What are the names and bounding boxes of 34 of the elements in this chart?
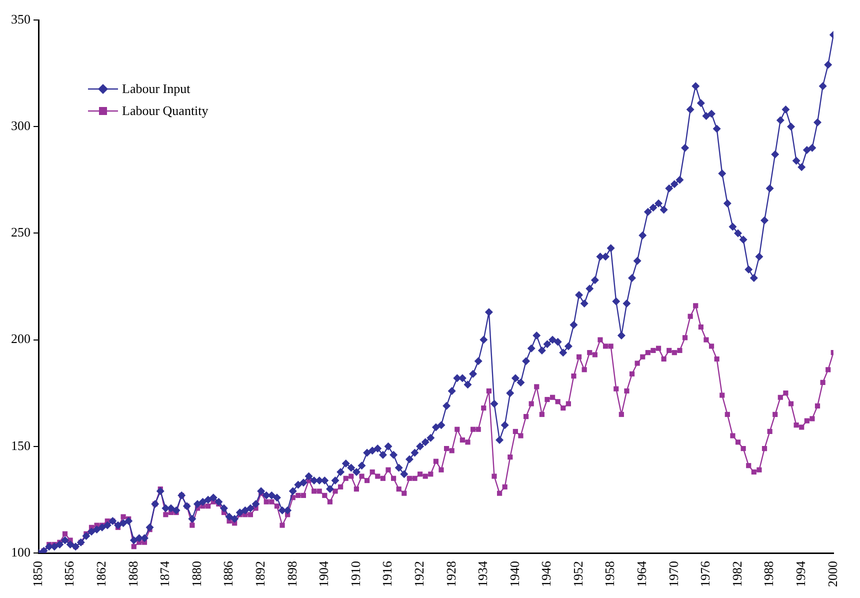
x-tick-label: 2000	[824, 561, 840, 587]
legend-label: Labour Quantity	[122, 103, 208, 119]
y-tick-label: 300	[11, 118, 30, 134]
x-tick-label: 1994	[793, 560, 808, 587]
y-tick-label: 150	[11, 438, 30, 453]
x-tick-label: 1886	[220, 560, 236, 587]
y-tick-label: 100	[11, 544, 30, 560]
x-tick-label: 1928	[443, 561, 458, 587]
y-tick-label: 200	[11, 331, 30, 346]
x-tick-label: 1952	[570, 561, 586, 587]
x-tick-label: 1946	[538, 560, 554, 587]
x-tick-label: 1958	[602, 561, 618, 587]
x-tick-label: 1862	[94, 561, 109, 587]
x-tick-label: 1922	[411, 561, 426, 587]
x-tick-label: 1964	[634, 560, 650, 587]
x-tick-label: 1898	[284, 561, 300, 587]
y-tick-label: 350	[11, 11, 30, 26]
x-tick-label: 1916	[380, 560, 395, 587]
x-tick-label: 1988	[761, 561, 776, 587]
x-tick-label: 1904	[316, 560, 332, 587]
x-tick-label: 1856	[62, 560, 77, 587]
x-tick-label: 1934	[475, 560, 490, 587]
x-tick-label: 1970	[666, 561, 681, 587]
x-tick-label: 1892	[252, 561, 268, 587]
y-tick-label: 250	[11, 224, 30, 240]
x-tick-label: 1850	[30, 561, 45, 587]
x-tick-label: 1976	[698, 560, 713, 587]
x-tick-label: 1880	[188, 561, 204, 587]
x-tick-label: 1874	[157, 560, 172, 587]
x-tick-label: 1940	[506, 561, 522, 587]
x-tick-label: 1910	[348, 561, 363, 587]
x-tick-label: 1982	[729, 561, 744, 587]
x-tick-label: 1868	[125, 561, 140, 587]
legend-label: Labour Input	[122, 81, 190, 97]
